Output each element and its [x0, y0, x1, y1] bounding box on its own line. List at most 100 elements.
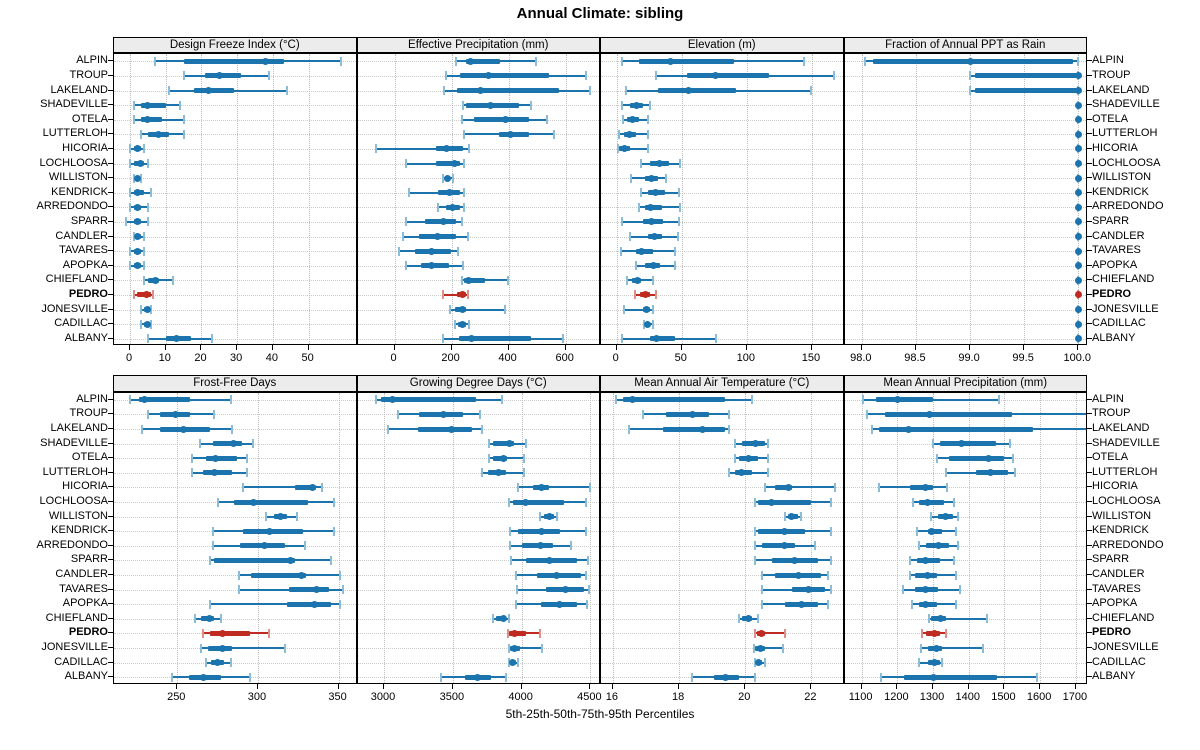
whisker-cap-low [917, 541, 920, 551]
row-axis-tick-right [1087, 235, 1092, 237]
axis-tick [307, 345, 309, 350]
row-grid-line [601, 545, 843, 547]
row-axis-tick-left [108, 293, 113, 295]
whisker-cap-high [830, 526, 833, 536]
whisker-cap-low [764, 482, 767, 492]
median-dot [206, 615, 214, 623]
row-axis-tick-right [1087, 501, 1092, 502]
whisker-line [755, 632, 785, 635]
row-axis-tick-left [108, 250, 113, 252]
station-label-left: JONESVILLE [41, 641, 108, 653]
station-label-left: HICORIA [62, 141, 108, 154]
median-dot [794, 571, 802, 579]
whisker-cap-low [910, 599, 913, 609]
panel-header: Mean Annual Air Temperature (°C) [600, 375, 844, 392]
median-dot [312, 586, 320, 594]
row-grid-line [114, 251, 356, 253]
median-dot [1074, 101, 1082, 109]
whisker-cap-high [501, 395, 504, 405]
whisker-cap-low [132, 290, 135, 300]
median-dot [1074, 160, 1082, 167]
median-dot [1074, 116, 1082, 124]
whisker-cap-high [585, 497, 588, 507]
row-axis-tick-left [108, 530, 113, 532]
median-dot [934, 542, 942, 550]
whisker-cap-high [463, 202, 466, 212]
grid-line [394, 54, 396, 344]
row-grid-line [357, 589, 599, 591]
axis-tick-label: 1600 [1026, 690, 1052, 703]
whisker-line [461, 279, 509, 282]
whisker-cap-low [444, 71, 447, 81]
median-dot [465, 276, 473, 284]
whisker-cap-low [754, 541, 757, 551]
row-axis-tick-left [108, 515, 113, 517]
grid-line [201, 54, 203, 344]
grid-line [565, 54, 567, 344]
row-grid-line [114, 399, 356, 401]
row-axis-tick-right [1087, 544, 1092, 546]
iqr-box [622, 397, 726, 403]
row-grid-line [114, 618, 356, 620]
whisker-cap-low [442, 173, 445, 183]
median-dot [1074, 247, 1082, 255]
row-grid-line [601, 458, 843, 460]
whisker-cap-low [624, 86, 627, 95]
station-label-left: TAVARES [59, 582, 108, 595]
whisker-cap-low [402, 232, 405, 241]
axis-tick [200, 345, 202, 350]
axis-tick [383, 683, 385, 689]
whisker-cap-low [508, 541, 511, 551]
grid-line [970, 54, 972, 344]
median-dot [1074, 233, 1082, 240]
whisker-cap-high [955, 570, 958, 580]
station-label-left: SPARR [70, 553, 108, 566]
iqr-box [879, 426, 1033, 432]
median-dot [1074, 72, 1082, 80]
median-dot [756, 644, 764, 652]
whisker-cap-high [727, 409, 730, 419]
whisker-cap-high [507, 275, 510, 285]
median-dot [538, 527, 546, 535]
grid-line [811, 392, 813, 683]
iqr-box [638, 58, 734, 64]
whisker-cap-high [767, 453, 770, 463]
station-label-left: WILLISTON [48, 509, 108, 522]
whisker-cap-low [654, 71, 657, 81]
row-grid-line [844, 560, 1086, 562]
axis-tick [176, 683, 178, 689]
iqr-box [758, 499, 812, 505]
median-dot [745, 615, 753, 623]
row-axis-tick-left [108, 147, 113, 149]
axis-tick-label: 0 [390, 352, 397, 364]
median-dot [151, 276, 159, 284]
row-grid-line [844, 531, 1086, 533]
whisker-cap-high [143, 261, 146, 271]
median-dot [698, 425, 706, 433]
station-label-right: LUTTERLOH [1092, 127, 1158, 140]
median-dot [205, 87, 213, 94]
row-axis-tick-left [108, 220, 113, 222]
median-dot [142, 291, 150, 299]
median-dot [388, 396, 396, 404]
median-dot [218, 629, 226, 637]
median-dot [656, 160, 664, 167]
whisker-cap-low [147, 409, 150, 419]
row-axis-tick-right [1087, 147, 1092, 149]
row-axis-tick-left [108, 398, 113, 400]
whisker-cap-low [396, 409, 399, 419]
whisker-line [201, 647, 286, 649]
row-grid-line [844, 575, 1086, 576]
grid-line [452, 392, 454, 683]
median-dot [648, 174, 656, 182]
whisker-cap-low [132, 232, 135, 241]
whisker-cap-low [734, 453, 737, 463]
station-label-right: SHADEVILLE [1092, 98, 1160, 111]
row-grid-line [601, 119, 843, 121]
whisker-cap-high [679, 159, 682, 168]
row-axis-tick-right [1087, 413, 1092, 415]
median-dot [1074, 306, 1082, 313]
row-grid-line [844, 236, 1086, 238]
whisker-cap-low [641, 409, 644, 419]
iqr-box [465, 58, 501, 64]
